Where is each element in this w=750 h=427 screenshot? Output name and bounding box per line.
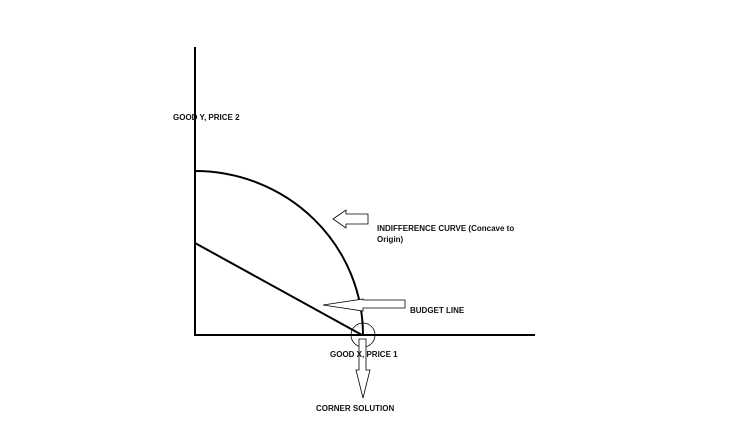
corner-solution-label: CORNER SOLUTION [316, 404, 395, 413]
indifference-curve-label: INDIFFERENCE CURVE (Concave to Origin) [377, 223, 514, 245]
budget-line-label: BUDGET LINE [410, 306, 465, 315]
indifference-curve-label-line1: INDIFFERENCE CURVE (Concave to [377, 224, 515, 233]
budget-line [194, 242, 363, 336]
indifference-curve-label-line2: Origin) [377, 235, 404, 244]
indifference-curve [194, 170, 364, 336]
corner-solution-arrow-icon [355, 338, 371, 399]
indifference-curve-arrow-icon [332, 209, 369, 229]
x-axis-label: GOOD X, PRICE 1 [330, 350, 398, 359]
budget-line-arrow-icon [322, 298, 406, 312]
y-axis-label: GOOD Y, PRICE 2 [173, 113, 240, 122]
